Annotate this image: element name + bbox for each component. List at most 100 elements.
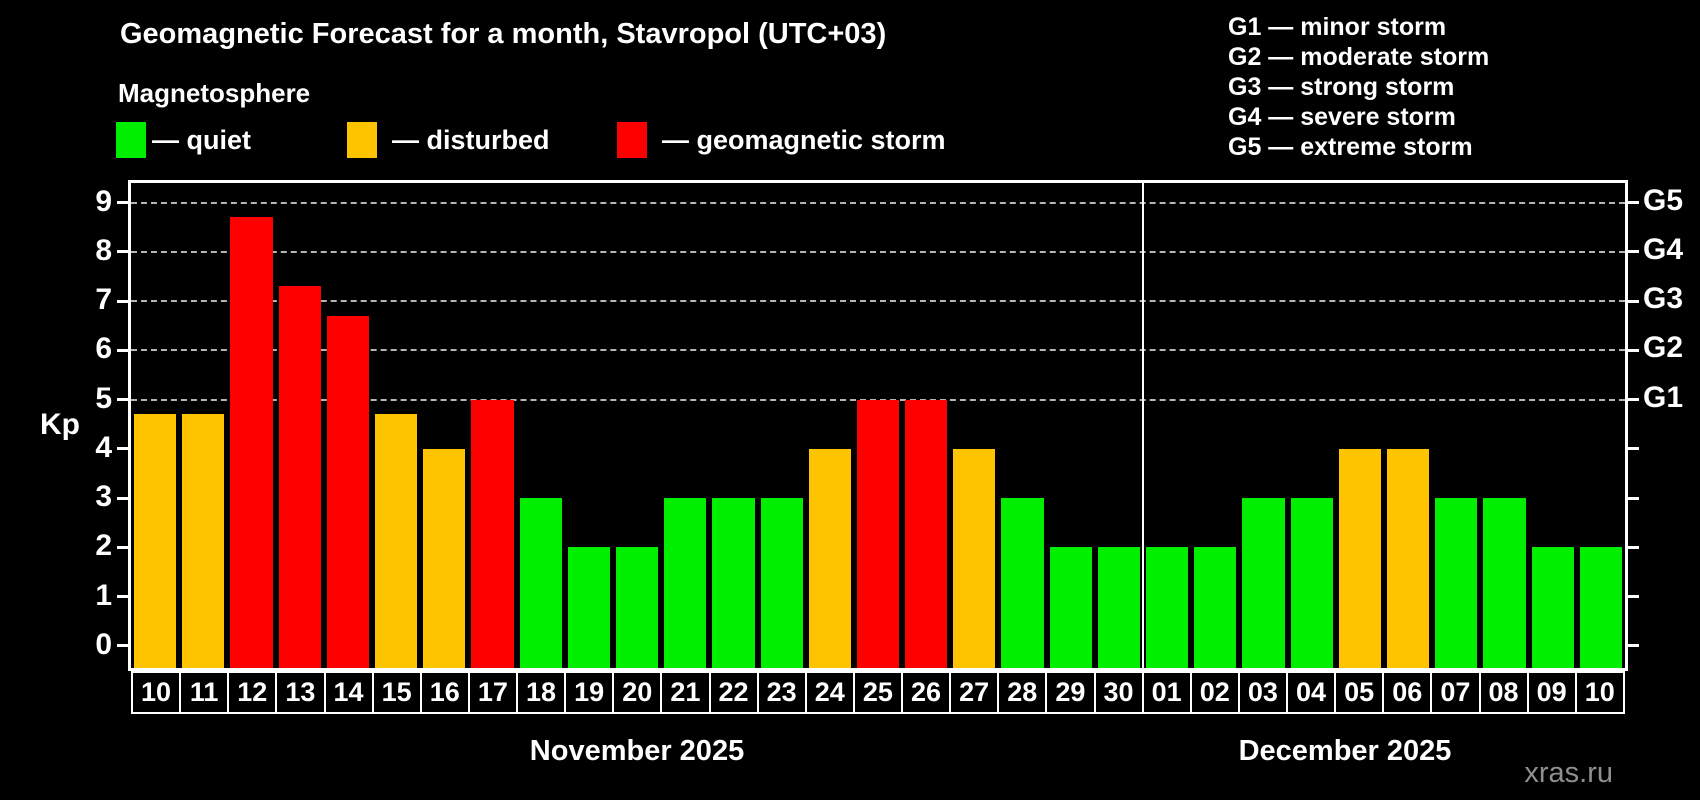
kp-bar-10 [1579,547,1622,668]
y-axis-label-2: 2 [95,529,112,563]
month-separator [1142,183,1145,668]
right-axis-label-g3: G3 [1643,282,1684,316]
g4-legend-line: G4 — severe storm [1228,103,1456,131]
day-label-13: 13 [277,673,326,712]
day-label-28: 28 [999,673,1048,712]
right-axis-tick-7 [1625,299,1639,303]
left-axis-tick-4 [117,447,131,451]
kp-bar-11 [182,414,225,668]
kp-bar-27 [953,448,996,668]
day-label-18: 18 [518,673,567,712]
kp-bar-18 [519,498,562,668]
day-label-08: 08 [1481,673,1529,712]
storm-scale-legend: G1 — minor storm G2 — moderate storm G3 … [1228,12,1489,162]
right-axis-label-g4: G4 [1643,232,1684,266]
left-axis-tick-0 [117,644,131,648]
left-axis-tick-7 [117,299,131,303]
day-label-29: 29 [1047,673,1096,712]
day-label-22: 22 [711,673,759,712]
chart-title: Geomagnetic Forecast for a month, Stavro… [120,18,887,50]
day-label-07: 07 [1432,673,1481,712]
kp-bar-26 [905,399,948,668]
y-axis-label-6: 6 [95,332,112,366]
y-axis-label-8: 8 [95,233,112,267]
day-label-04: 04 [1288,673,1337,712]
day-label-14: 14 [326,673,374,712]
kp-bar-21 [664,498,707,668]
kp-bar-12 [230,217,273,668]
day-label-24: 24 [807,673,855,712]
right-axis-label-g5: G5 [1643,183,1684,217]
day-label-03: 03 [1240,673,1288,712]
g5-legend-line: G5 — extreme storm [1228,133,1473,161]
day-label-20: 20 [614,673,663,712]
right-axis-tick-2 [1625,545,1639,549]
gridline-kp6 [131,349,1625,352]
day-label-23: 23 [759,673,807,712]
day-label-06: 06 [1384,673,1433,712]
kp-bar-22 [712,498,755,668]
kp-bar-16 [423,448,466,668]
kp-bar-25 [856,399,900,668]
y-axis-label-9: 9 [95,184,112,218]
month-label-november: November 2025 [529,735,745,767]
kp-bar-23 [760,498,803,668]
day-label-15: 15 [374,673,422,712]
disturbed-legend-label: — disturbed [392,125,550,155]
storm-legend-swatch [617,122,647,158]
watermark: xras.ru [1524,757,1613,789]
gridline-kp8 [131,250,1625,253]
day-label-02: 02 [1192,673,1240,712]
gridline-kp9 [131,201,1625,204]
y-axis-label-7: 7 [95,283,112,317]
plot-area [131,183,1625,668]
y-axis-label-0: 0 [95,627,112,661]
day-label-05: 05 [1336,673,1385,712]
gridline-kp7 [131,300,1625,303]
y-axis-label-3: 3 [95,480,112,514]
day-label-10: 10 [133,673,182,712]
kp-bar-30 [1097,547,1141,668]
kp-bar-02 [1194,547,1237,668]
kp-bar-14 [326,315,369,668]
right-axis-tick-3 [1625,496,1639,500]
right-axis-tick-5 [1625,398,1639,402]
y-axis-label-1: 1 [95,578,112,612]
right-axis-label-g1: G1 [1643,380,1684,414]
day-label-10: 10 [1584,677,1615,707]
day-label-25: 25 [855,673,903,712]
quiet-legend-swatch [116,122,146,158]
day-label-27: 27 [951,673,1000,712]
y-axis-title: Kp [40,408,80,441]
disturbed-legend-swatch [347,122,377,158]
kp-bar-24 [808,448,851,668]
kp-bar-03 [1242,498,1285,668]
right-axis-tick-0 [1625,644,1639,648]
gridline-kp5 [131,398,1625,401]
left-axis-tick-8 [117,250,131,254]
day-label-09: 09 [1529,673,1577,712]
right-axis-tick-8 [1625,250,1639,254]
right-axis-tick-6 [1625,348,1639,352]
kp-bar-04 [1290,498,1333,668]
day-label-26: 26 [903,673,952,712]
kp-bar-08 [1483,498,1526,668]
day-label-11: 11 [181,673,230,712]
day-label-12: 12 [229,673,278,712]
right-axis-tick-9 [1625,201,1639,205]
day-label-21: 21 [662,673,711,712]
right-axis-tick-1 [1625,595,1639,599]
kp-bar-05 [1338,448,1382,668]
kp-bar-09 [1531,547,1574,668]
kp-bar-07 [1435,498,1478,668]
kp-bar-15 [374,414,418,668]
left-axis-tick-1 [117,595,131,599]
left-axis-tick-2 [117,545,131,549]
kp-bar-13 [278,286,321,668]
kp-bar-01 [1146,547,1189,668]
day-label-19: 19 [566,673,615,712]
kp-bar-10 [134,414,177,668]
kp-bar-19 [567,547,610,668]
quiet-legend-label: — quiet [152,125,251,155]
